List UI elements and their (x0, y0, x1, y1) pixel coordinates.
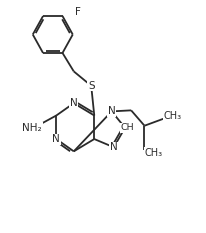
Text: N: N (52, 134, 60, 144)
Text: NH₂: NH₂ (22, 123, 42, 133)
Text: CH: CH (120, 123, 134, 132)
Text: N: N (70, 98, 77, 108)
Text: F: F (75, 7, 80, 17)
Text: S: S (88, 81, 94, 91)
Text: N: N (107, 106, 115, 116)
Text: N: N (109, 142, 117, 152)
Text: CH₃: CH₃ (163, 111, 181, 121)
Text: CH₃: CH₃ (143, 148, 161, 158)
